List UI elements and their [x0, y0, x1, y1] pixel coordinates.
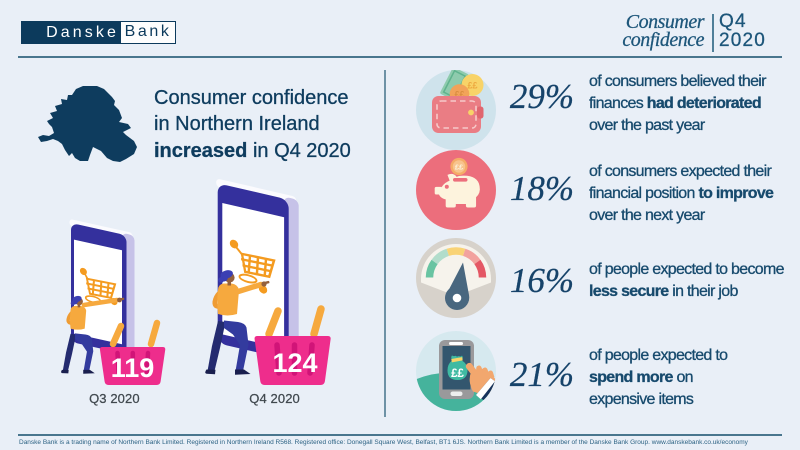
svg-text:124: 124	[272, 348, 317, 378]
svg-text:££: ££	[451, 368, 464, 380]
svg-text:££: ££	[455, 162, 464, 171]
svg-text:££: ££	[454, 90, 464, 100]
svg-text:119: 119	[111, 353, 155, 383]
svg-text:££: ££	[467, 81, 477, 91]
